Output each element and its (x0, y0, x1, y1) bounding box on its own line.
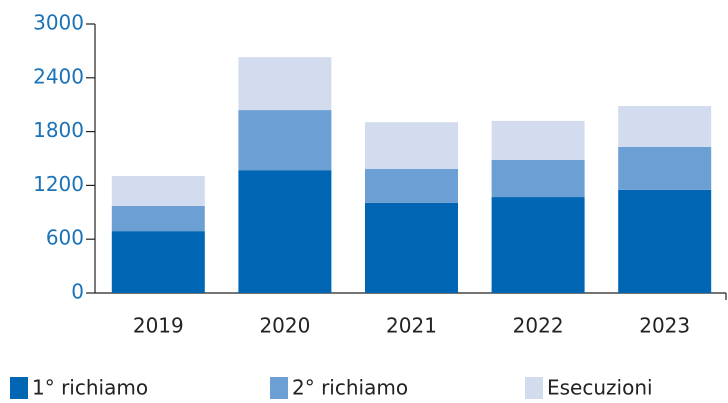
y-tick-label: 0 (71, 280, 84, 304)
bar-segment (238, 57, 332, 111)
bar-segment (111, 175, 205, 207)
y-tick-label: 600 (46, 226, 84, 250)
bar-segment (365, 202, 458, 293)
bar-segment (491, 120, 585, 160)
bar-segment (238, 170, 332, 293)
x-tick-label: 2022 (513, 314, 564, 338)
x-tick-label: 2021 (386, 314, 437, 338)
bar-segment (491, 197, 585, 293)
x-tick-label: 2019 (133, 314, 184, 338)
legend-label: 1° richiamo (32, 376, 148, 400)
bar-segment (491, 159, 585, 198)
legend-swatch (270, 377, 288, 399)
legend-swatch (525, 377, 543, 399)
bar-segment (111, 206, 205, 232)
y-tick-label: 2400 (33, 64, 84, 88)
bar-segment (365, 168, 458, 203)
x-tick-label: 2020 (259, 314, 310, 338)
bar-segment (365, 122, 458, 169)
bar-segment (238, 110, 332, 171)
x-tick-label: 2023 (639, 314, 690, 338)
y-tick-label: 1800 (33, 118, 84, 142)
legend-label: Esecuzioni (547, 376, 653, 400)
legend-swatch (10, 377, 28, 399)
y-tick-label: 1200 (33, 172, 84, 196)
y-tick-label: 3000 (33, 11, 84, 35)
bar-segment (618, 106, 712, 147)
bar-segment (618, 189, 712, 293)
bar-segment (111, 231, 205, 293)
legend-label: 2° richiamo (292, 376, 408, 400)
bar-segment (618, 146, 712, 190)
